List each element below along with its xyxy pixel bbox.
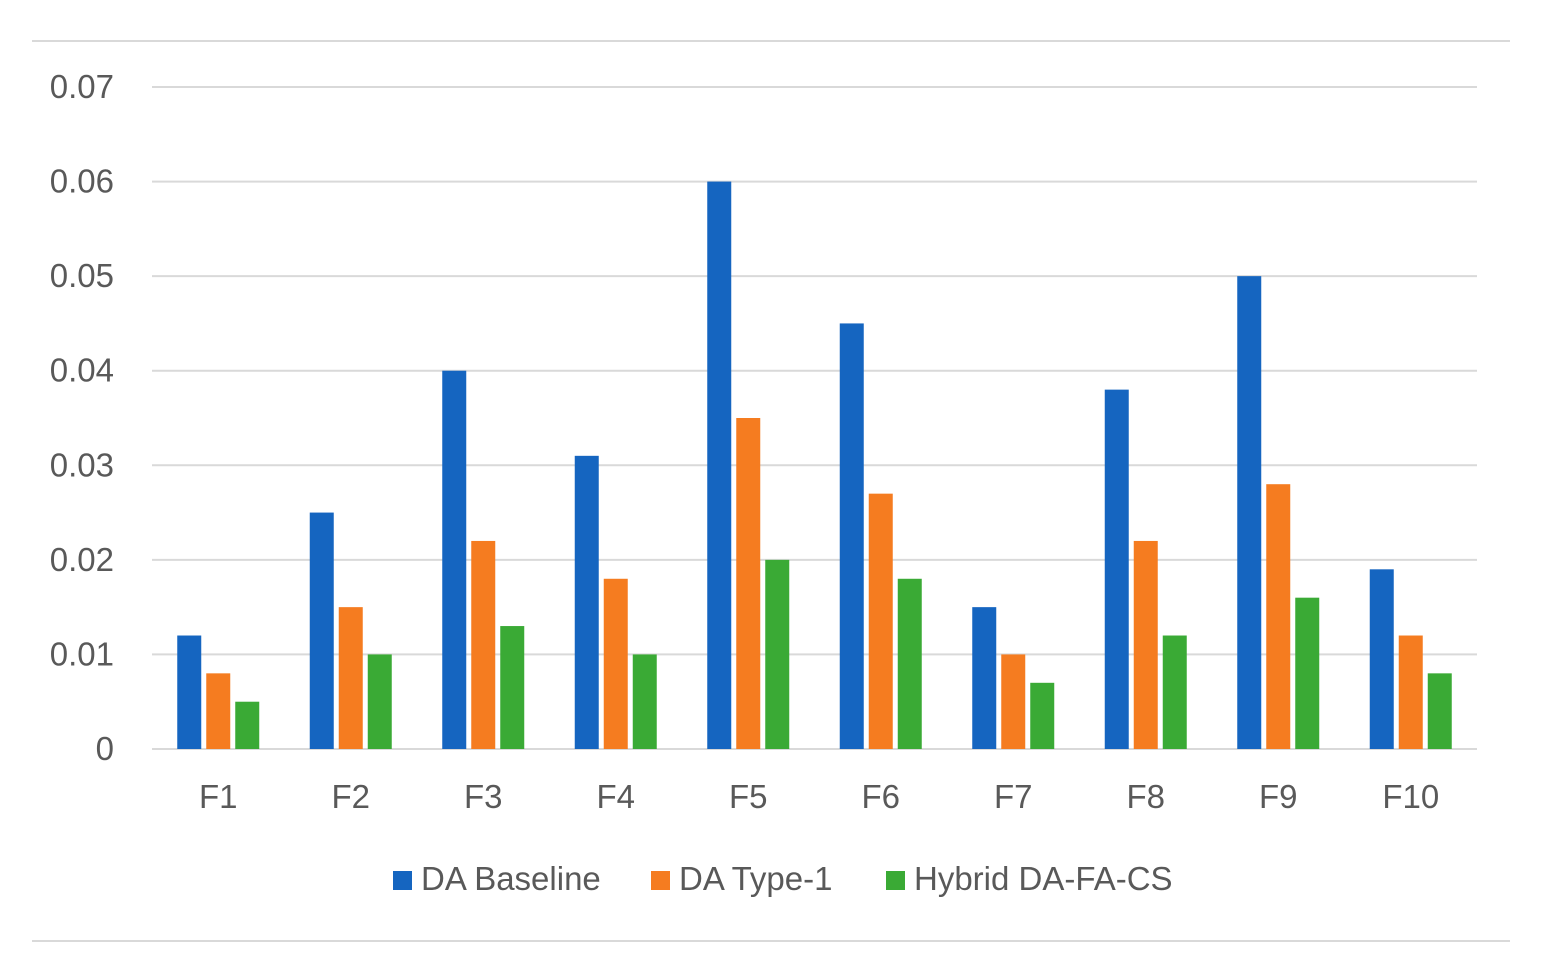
bar-hybrid-da-fa-cs-f7 bbox=[1030, 682, 1055, 749]
bar-hybrid-da-fa-cs-f9 bbox=[1295, 597, 1320, 749]
y-tick-label: 0.05 bbox=[50, 257, 114, 294]
bar-da-baseline-f5 bbox=[707, 181, 732, 750]
x-tick-label: F3 bbox=[464, 778, 503, 815]
bottom-border-line bbox=[32, 940, 1510, 942]
bar-da-baseline-f1 bbox=[177, 635, 202, 749]
bar-hybrid-da-fa-cs-f10 bbox=[1427, 673, 1452, 749]
bar-da-type-1-f8 bbox=[1133, 540, 1158, 749]
bar-hybrid-da-fa-cs-f3 bbox=[500, 626, 525, 749]
x-tick-label: F1 bbox=[199, 778, 238, 815]
y-axis-ticks: 0 0.01 0.02 0.03 0.04 0.05 0.06 0.07 bbox=[50, 68, 114, 767]
bar-da-type-1-f4 bbox=[603, 578, 628, 749]
bar-da-baseline-f2 bbox=[309, 512, 334, 749]
x-tick-label: F8 bbox=[1126, 778, 1165, 815]
y-tick-label: 0.06 bbox=[50, 163, 114, 200]
bar-hybrid-da-fa-cs-f5 bbox=[765, 559, 790, 749]
bar-hybrid-da-fa-cs-f8 bbox=[1162, 635, 1187, 749]
bar-da-baseline-f3 bbox=[442, 370, 467, 749]
bars bbox=[177, 181, 1452, 750]
bar-da-baseline-f6 bbox=[839, 323, 864, 749]
x-tick-label: F2 bbox=[331, 778, 370, 815]
x-tick-label: F4 bbox=[596, 778, 635, 815]
x-tick-label: F5 bbox=[729, 778, 768, 815]
top-border-line bbox=[32, 40, 1510, 42]
bar-da-type-1-f9 bbox=[1266, 484, 1291, 749]
bar-da-baseline-f7 bbox=[972, 607, 997, 749]
y-tick-label: 0.07 bbox=[50, 68, 114, 105]
y-tick-label: 0.02 bbox=[50, 541, 114, 578]
bar-da-baseline-f9 bbox=[1237, 276, 1262, 749]
legend-swatch bbox=[393, 871, 412, 890]
y-tick-label: 0.01 bbox=[50, 635, 114, 672]
legend-swatch bbox=[651, 871, 670, 890]
bar-hybrid-da-fa-cs-f4 bbox=[632, 654, 657, 749]
bar-da-type-1-f6 bbox=[868, 493, 893, 749]
bar-da-type-1-f5 bbox=[736, 418, 761, 749]
bar-hybrid-da-fa-cs-f2 bbox=[367, 654, 392, 749]
legend-label: DA Type-1 bbox=[679, 860, 832, 897]
bar-da-type-1-f1 bbox=[206, 673, 231, 749]
bar-da-type-1-f2 bbox=[338, 607, 363, 749]
legend: DA Baseline DA Type-1 Hybrid DA-FA-CS bbox=[393, 860, 1173, 897]
bar-da-baseline-f4 bbox=[574, 455, 599, 749]
legend-label: Hybrid DA-FA-CS bbox=[914, 860, 1173, 897]
x-tick-label: F6 bbox=[861, 778, 900, 815]
bar-da-baseline-f10 bbox=[1369, 569, 1394, 749]
x-tick-label: F7 bbox=[994, 778, 1033, 815]
legend-label: DA Baseline bbox=[421, 860, 601, 897]
x-tick-label: F9 bbox=[1259, 778, 1298, 815]
x-axis-ticks: F1 F2 F3 F4 F5 F6 F7 F8 F9 F10 bbox=[199, 778, 1439, 815]
bar-da-type-1-f7 bbox=[1001, 654, 1026, 749]
y-tick-label: 0.04 bbox=[50, 352, 114, 389]
bar-hybrid-da-fa-cs-f1 bbox=[235, 701, 260, 749]
y-tick-label: 0.03 bbox=[50, 446, 114, 483]
x-tick-label: F10 bbox=[1382, 778, 1439, 815]
y-tick-label: 0 bbox=[96, 730, 114, 767]
legend-swatch bbox=[886, 871, 905, 890]
bar-hybrid-da-fa-cs-f6 bbox=[897, 578, 922, 749]
bar-da-baseline-f8 bbox=[1104, 389, 1129, 749]
bar-da-type-1-f10 bbox=[1398, 635, 1423, 749]
bar-da-type-1-f3 bbox=[471, 540, 496, 749]
